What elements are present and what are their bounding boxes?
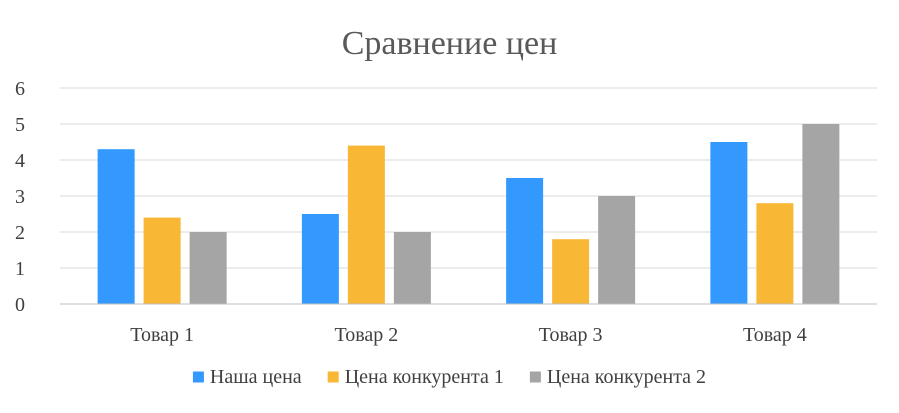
bar-3-4 (802, 124, 840, 304)
legend-label-2: Цена конкурента 1 (345, 366, 504, 388)
y-tick-label-0: 0 (15, 294, 25, 316)
gridlines (60, 87, 877, 269)
legend-item-3: Цена конкурента 2 (529, 366, 706, 388)
legend-item-2: Цена конкурента 1 (327, 366, 504, 388)
legend-item-1: Наша цена (192, 366, 302, 388)
legend-swatch-2 (327, 371, 339, 383)
bar-3-1 (189, 232, 227, 304)
bar-2-1 (143, 217, 181, 304)
y-tick-label-5: 5 (15, 114, 25, 136)
bar-1-4 (710, 142, 748, 304)
bar-1-1 (97, 149, 135, 304)
y-axis-ticks: 0 1 2 3 4 5 6 (15, 78, 25, 316)
legend-label-1: Наша цена (210, 366, 302, 388)
bar-2-3 (552, 239, 590, 304)
x-axis-categories: Товар 1 Товар 2 Товар 3 Товар 4 (130, 324, 807, 346)
x-category-label-2: Товар 2 (334, 324, 398, 346)
legend: Наша цена Цена конкурента 1 Цена конкурент… (192, 366, 706, 388)
y-tick-label-6: 6 (15, 78, 25, 100)
y-tick-label-4: 4 (15, 150, 25, 172)
bar-3-2 (393, 232, 431, 304)
bar-1-3 (506, 178, 544, 304)
x-category-label-3: Товар 3 (539, 324, 603, 346)
bar-3-3 (598, 196, 636, 304)
bars (97, 124, 840, 304)
y-tick-label-1: 1 (15, 258, 25, 280)
y-tick-label-2: 2 (15, 222, 25, 244)
bar-2-2 (347, 145, 385, 304)
x-category-label-4: Товар 4 (743, 324, 807, 346)
bar-2-4 (756, 203, 794, 304)
bar-1-2 (301, 214, 339, 304)
legend-label-3: Цена конкурента 2 (547, 366, 706, 388)
chart-title: Сравнение цен (342, 25, 558, 62)
x-category-label-1: Товар 1 (130, 324, 194, 346)
y-tick-label-3: 3 (15, 186, 25, 208)
legend-swatch-1 (192, 371, 204, 383)
legend-swatch-3 (529, 371, 541, 383)
